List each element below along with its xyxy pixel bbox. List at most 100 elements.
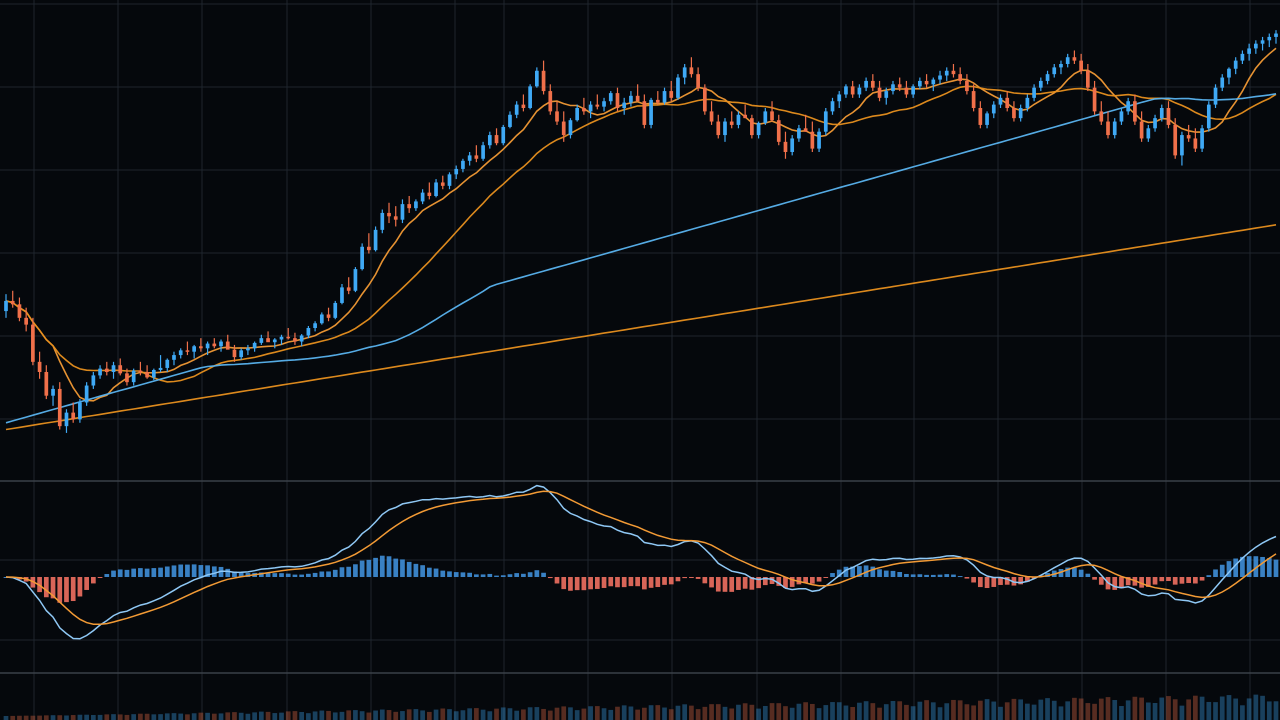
volume-bar	[729, 708, 735, 720]
volume-bar	[494, 708, 499, 720]
candle-down	[266, 338, 270, 343]
volume-bar	[124, 714, 130, 720]
volume-bar	[823, 705, 829, 720]
histogram-bar-negative	[57, 577, 63, 603]
candle-down	[427, 192, 432, 196]
candle-down	[44, 372, 49, 396]
histogram-bar-positive	[332, 569, 338, 577]
volume-bar	[883, 704, 889, 720]
candle-up	[353, 269, 358, 291]
histogram-bar-negative	[91, 577, 96, 584]
volume-bar	[70, 715, 76, 720]
volume-bar	[1233, 698, 1239, 720]
histogram-bar-positive	[460, 572, 466, 577]
candle-up	[481, 145, 485, 159]
volume-bar	[736, 704, 741, 720]
candle-down	[783, 141, 788, 152]
candle-up	[1240, 53, 1245, 61]
histogram-bar-negative	[776, 577, 782, 586]
histogram-bar-negative	[621, 577, 627, 588]
volume-bar	[1078, 698, 1084, 720]
histogram-bar-positive	[514, 573, 520, 577]
histogram-bar-negative	[702, 577, 708, 584]
histogram-bar-positive	[379, 555, 385, 577]
volume-bar	[1038, 699, 1044, 720]
volume-bar	[944, 703, 950, 720]
histogram-bar-positive	[205, 565, 210, 577]
histogram-bar-negative	[97, 577, 103, 578]
volume-bar	[991, 701, 997, 720]
volume-bar	[138, 713, 143, 720]
histogram-bar-negative	[64, 577, 69, 603]
volume-bar	[601, 708, 607, 720]
volume-bar	[467, 708, 473, 720]
candle-down	[521, 104, 526, 108]
histogram-bar-negative	[789, 577, 795, 587]
candle-down	[655, 99, 660, 103]
volume-bar	[507, 708, 513, 720]
volume-bar	[292, 711, 298, 720]
histogram-bar-positive	[373, 557, 378, 577]
candle-up	[534, 70, 539, 87]
volume-bar	[37, 715, 42, 720]
candle-up	[467, 155, 472, 161]
volume-bar	[1098, 698, 1104, 720]
volume-bar	[97, 714, 103, 720]
candle-up	[306, 328, 311, 336]
candle-up	[1018, 108, 1023, 119]
candle-down	[965, 80, 969, 92]
histogram-bar-negative	[1098, 577, 1104, 585]
candle-down	[729, 121, 734, 125]
candle-down	[904, 87, 909, 95]
histogram-bar-positive	[413, 563, 419, 577]
candle-up	[918, 80, 922, 87]
volume-bar	[1092, 703, 1097, 720]
candle-up	[414, 201, 418, 209]
candle-up	[1206, 104, 1211, 129]
histogram-bar-negative	[695, 577, 701, 579]
candle-up	[1025, 97, 1030, 108]
volume-bar	[534, 707, 540, 720]
candle-up	[165, 359, 170, 368]
moving-average-fast	[5, 47, 1277, 402]
histogram-bar-negative	[769, 577, 775, 585]
candle-up	[373, 229, 378, 251]
volume-bar	[689, 705, 694, 720]
volume-bar	[1058, 706, 1064, 720]
histogram-bar-positive	[944, 574, 950, 577]
histogram-bar-negative	[736, 577, 741, 590]
volume-bar	[621, 705, 627, 720]
moving-average-mid	[5, 85, 1277, 383]
histogram-bar-positive	[897, 571, 903, 577]
candle-up	[205, 343, 210, 349]
volume-bar	[1065, 701, 1071, 720]
volume-bar	[400, 711, 405, 720]
candle-down	[1139, 121, 1144, 139]
candle-up	[1126, 101, 1131, 112]
histogram-bar-negative	[1018, 577, 1024, 585]
volume-bar	[675, 705, 681, 720]
candle-up	[662, 91, 667, 103]
volume-bar	[1004, 702, 1010, 720]
candle-up	[837, 94, 842, 102]
histogram-bar-negative	[809, 577, 815, 584]
volume-bar	[205, 712, 210, 720]
volume-bar	[373, 710, 378, 720]
volume-bar	[104, 714, 110, 720]
macd-panel	[3, 484, 1279, 640]
candle-down	[951, 70, 956, 75]
histogram-bar-positive	[285, 573, 291, 577]
candle-up	[864, 80, 868, 88]
volume-bar	[816, 708, 822, 720]
histogram-bar-positive	[124, 569, 130, 577]
histogram-bar-positive	[850, 566, 856, 577]
volume-bar	[722, 706, 728, 720]
candle-down	[138, 370, 143, 373]
candle-down	[346, 287, 351, 291]
candle-up	[98, 368, 102, 376]
candle-down	[669, 91, 674, 98]
volume-bar	[1273, 701, 1279, 720]
candle-up	[817, 131, 821, 149]
histogram-bar-positive	[1266, 558, 1272, 577]
